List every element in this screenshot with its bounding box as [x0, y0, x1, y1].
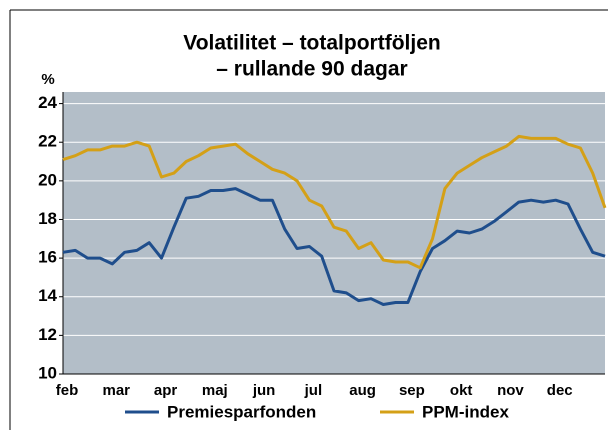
- x-tick-label: mar: [103, 382, 131, 399]
- x-tick-label: sep: [399, 382, 425, 399]
- y-tick-label: 24: [38, 93, 57, 112]
- series-line: [62, 187, 606, 306]
- chart-title: – rullande 90 dagar: [216, 58, 407, 81]
- x-tick-label: apr: [154, 382, 178, 399]
- series-line: [62, 134, 607, 270]
- y-tick-label: 10: [38, 363, 57, 382]
- y-tick-label: 18: [38, 209, 57, 228]
- x-tick-label: jun: [252, 382, 276, 399]
- y-tick-label: 20: [38, 170, 57, 189]
- x-tick-label: jul: [304, 382, 323, 399]
- y-tick-label: 14: [38, 286, 57, 305]
- y-unit: %: [41, 71, 54, 88]
- x-tick-label: maj: [202, 382, 228, 399]
- plot-area: [63, 92, 605, 374]
- y-tick-label: 16: [38, 248, 57, 267]
- y-tick-label: 22: [38, 132, 57, 151]
- legend-label: PPM-index: [422, 402, 509, 421]
- x-tick-label: aug: [349, 382, 376, 399]
- chart-title: Volatilitet – totalportföljen: [183, 32, 440, 55]
- x-tick-label: nov: [497, 382, 524, 399]
- y-tick-label: 12: [38, 325, 57, 344]
- x-tick-label: okt: [450, 382, 473, 399]
- legend-label: Premiesparfonden: [167, 402, 316, 421]
- x-tick-label: feb: [56, 382, 79, 399]
- x-tick-label: dec: [547, 382, 573, 399]
